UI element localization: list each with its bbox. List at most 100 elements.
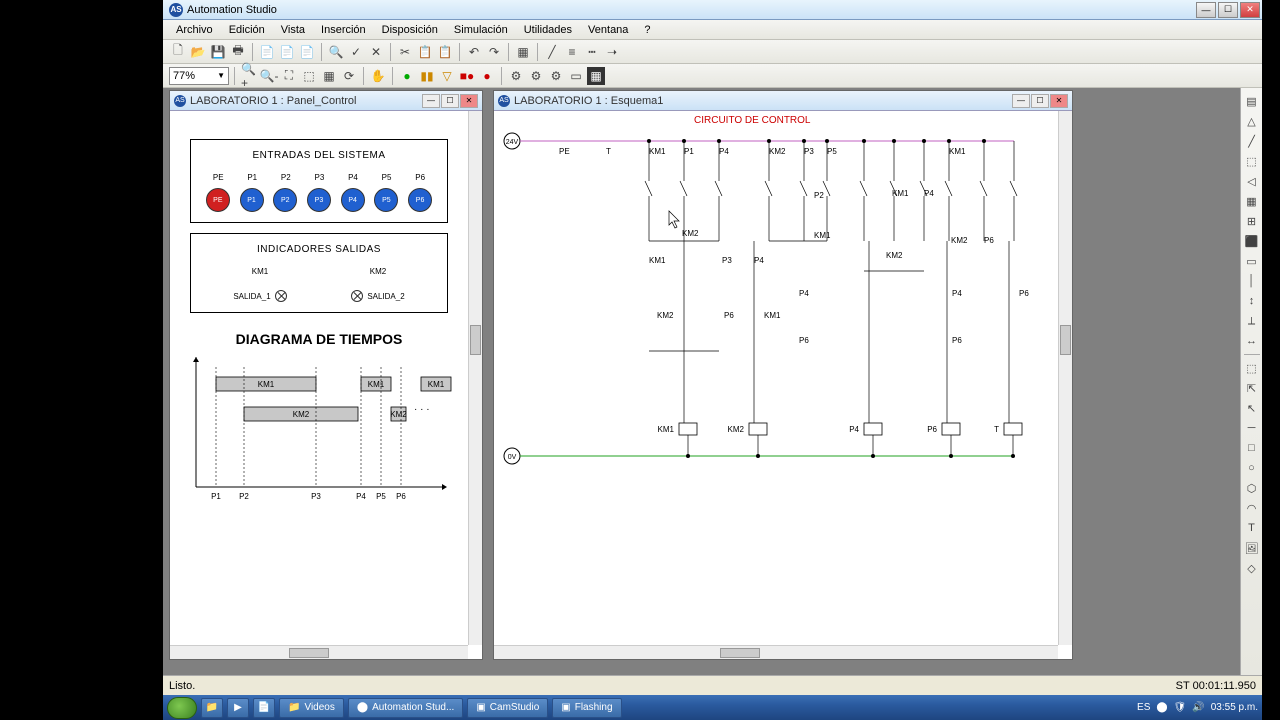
sim-stop-icon[interactable]: ■● <box>458 67 476 85</box>
zoom-sel-icon[interactable]: ⬚ <box>300 67 318 85</box>
right-tool-14[interactable]: ⇱ <box>1243 379 1261 397</box>
quicklaunch-media[interactable]: ▶ <box>227 698 249 718</box>
tool-icon[interactable]: ✕ <box>367 43 385 61</box>
right-tool-10[interactable]: ↕ <box>1243 292 1261 310</box>
input-button-p6[interactable]: P6 <box>408 188 432 212</box>
input-button-p3[interactable]: P3 <box>307 188 331 212</box>
esquema-titlebar[interactable]: AS LABORATORIO 1 : Esquema1 — ☐ ✕ <box>494 91 1072 111</box>
right-tool-19[interactable]: ⬡ <box>1243 479 1261 497</box>
right-tool-5[interactable]: ▦ <box>1243 192 1261 210</box>
menu-insercion[interactable]: Inserción <box>314 22 373 38</box>
right-tool-4[interactable]: ◁ <box>1243 172 1261 190</box>
sim-record-icon[interactable]: ● <box>478 67 496 85</box>
cut-icon[interactable]: ✂ <box>396 43 414 61</box>
arrow-icon[interactable]: ➝ <box>603 43 621 61</box>
menu-edicion[interactable]: Edición <box>222 22 272 38</box>
right-tool-1[interactable]: △ <box>1243 112 1261 130</box>
menu-vista[interactable]: Vista <box>274 22 312 38</box>
right-tool-22[interactable]: 🖼 <box>1243 539 1261 557</box>
menu-utilidades[interactable]: Utilidades <box>517 22 579 38</box>
panel-minimize-button[interactable]: — <box>422 94 440 108</box>
paste-icon[interactable]: 📋 <box>436 43 454 61</box>
page3-icon[interactable]: 📄 <box>298 43 316 61</box>
comp5-icon[interactable]: ▦ <box>587 67 605 85</box>
comp1-icon[interactable]: ⚙ <box>507 67 525 85</box>
right-tool-16[interactable]: ─ <box>1243 419 1261 437</box>
line-style-icon[interactable]: ╱ <box>543 43 561 61</box>
tray-lang[interactable]: ES <box>1137 702 1150 713</box>
tray-icon[interactable]: 🛡 <box>1174 702 1187 713</box>
right-tool-11[interactable]: ⟂ <box>1243 312 1261 330</box>
right-tool-20[interactable]: ◠ <box>1243 499 1261 517</box>
page2-icon[interactable]: 📄 <box>278 43 296 61</box>
pan-icon[interactable]: ✋ <box>369 67 387 85</box>
new-icon[interactable]: 🗋 <box>169 43 187 61</box>
right-tool-6[interactable]: ⊞ <box>1243 212 1261 230</box>
right-tool-23[interactable]: ◇ <box>1243 559 1261 577</box>
panel-scrollbar-h[interactable] <box>170 645 468 659</box>
right-tool-18[interactable]: ○ <box>1243 459 1261 477</box>
quicklaunch-explorer[interactable]: 📁 <box>201 698 223 718</box>
right-tool-12[interactable]: ↔ <box>1243 332 1261 350</box>
zoom-out-icon[interactable]: 🔍- <box>260 67 278 85</box>
menu-disposicion[interactable]: Disposición <box>375 22 445 38</box>
panel-close-button[interactable]: ✕ <box>460 94 478 108</box>
maximize-button[interactable]: ☐ <box>1218 2 1238 18</box>
panel-titlebar[interactable]: AS LABORATORIO 1 : Panel_Control — ☐ ✕ <box>170 91 482 111</box>
comp3-icon[interactable]: ⚙ <box>547 67 565 85</box>
menu-simulacion[interactable]: Simulación <box>447 22 515 38</box>
zoom-combo[interactable]: 77% ▼ <box>169 67 229 85</box>
menu-help[interactable]: ? <box>637 22 657 38</box>
input-button-p5[interactable]: P5 <box>374 188 398 212</box>
input-button-p2[interactable]: P2 <box>273 188 297 212</box>
menu-archivo[interactable]: Archivo <box>169 22 220 38</box>
taskbar-item-camstudio[interactable]: ▣ CamStudio <box>467 698 548 718</box>
input-button-pe[interactable]: PE <box>206 188 230 212</box>
preview-icon[interactable]: 🔍 <box>327 43 345 61</box>
comp2-icon[interactable]: ⚙ <box>527 67 545 85</box>
tray-icon[interactable]: 🔊 <box>1192 702 1204 713</box>
input-button-p1[interactable]: P1 <box>240 188 264 212</box>
sim-step-icon[interactable]: ▽ <box>438 67 456 85</box>
esquema-maximize-button[interactable]: ☐ <box>1031 94 1049 108</box>
zoom-fit-icon[interactable]: ⛶ <box>280 67 298 85</box>
right-tool-0[interactable]: ▤ <box>1243 92 1261 110</box>
sim-pause-icon[interactable]: ▮▮ <box>418 67 436 85</box>
taskbar-item-flashing[interactable]: ▣ Flashing <box>552 698 621 718</box>
right-tool-21[interactable]: T <box>1243 519 1261 537</box>
line-weight-icon[interactable]: ≡ <box>563 43 581 61</box>
sim-play-icon[interactable]: ● <box>398 67 416 85</box>
open-icon[interactable]: 📂 <box>189 43 207 61</box>
taskbar-item-videos[interactable]: 📁 Videos <box>279 698 344 718</box>
comp4-icon[interactable]: ▭ <box>567 67 585 85</box>
panel-scrollbar-v[interactable] <box>468 111 482 645</box>
menu-ventana[interactable]: Ventana <box>581 22 635 38</box>
tray-icon[interactable]: ⬤ <box>1156 702 1167 713</box>
right-tool-7[interactable]: ⬛ <box>1243 232 1261 250</box>
esquema-scrollbar-v[interactable] <box>1058 111 1072 645</box>
undo-icon[interactable]: ↶ <box>465 43 483 61</box>
refresh-icon[interactable]: ⟳ <box>340 67 358 85</box>
right-tool-15[interactable]: ↖ <box>1243 399 1261 417</box>
minimize-button[interactable]: — <box>1196 2 1216 18</box>
right-tool-13[interactable]: ⬚ <box>1243 359 1261 377</box>
circuit-canvas[interactable]: CIRCUITO DE CONTROL 24V0VKM1KM2P4P6T PET… <box>494 111 1058 645</box>
save-icon[interactable]: 💾 <box>209 43 227 61</box>
right-tool-17[interactable]: □ <box>1243 439 1261 457</box>
right-tool-3[interactable]: ⬚ <box>1243 152 1261 170</box>
right-tool-8[interactable]: ▭ <box>1243 252 1261 270</box>
page-icon[interactable]: 📄 <box>258 43 276 61</box>
line-dash-icon[interactable]: ┅ <box>583 43 601 61</box>
right-tool-2[interactable]: ╱ <box>1243 132 1261 150</box>
esquema-close-button[interactable]: ✕ <box>1050 94 1068 108</box>
esquema-minimize-button[interactable]: — <box>1012 94 1030 108</box>
grid-icon[interactable]: ▦ <box>514 43 532 61</box>
taskbar-item-automation[interactable]: ⬤ Automation Stud... <box>348 698 463 718</box>
redo-icon[interactable]: ↷ <box>485 43 503 61</box>
panel-maximize-button[interactable]: ☐ <box>441 94 459 108</box>
input-button-p4[interactable]: P4 <box>341 188 365 212</box>
check-icon[interactable]: ✓ <box>347 43 365 61</box>
right-tool-9[interactable]: │ <box>1243 272 1261 290</box>
esquema-scrollbar-h[interactable] <box>494 645 1058 659</box>
zoom-in-icon[interactable]: 🔍+ <box>240 67 258 85</box>
